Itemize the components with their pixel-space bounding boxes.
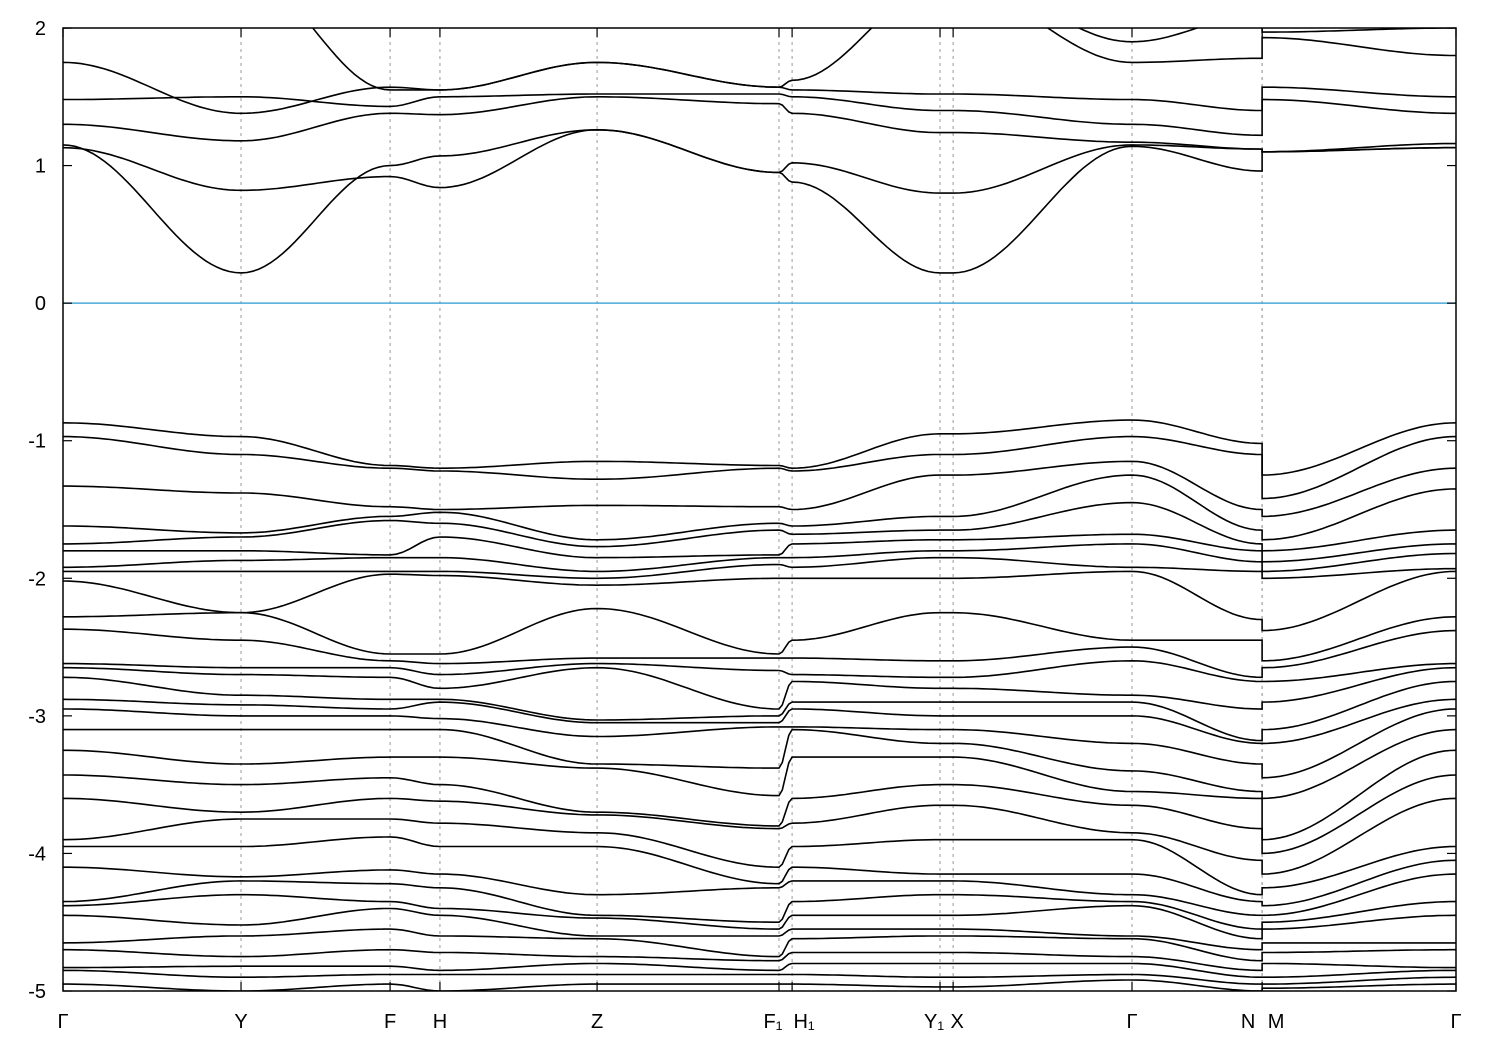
band-13 <box>63 543 1456 573</box>
band-30 <box>63 880 1456 930</box>
band-10 <box>63 474 1456 541</box>
band-25 <box>63 774 1456 855</box>
band-0 <box>1077 28 1456 43</box>
y-tick-label: -5 <box>28 981 46 1003</box>
kpoint-label: Γ <box>57 1011 68 1033</box>
band-17 <box>63 628 1456 679</box>
band-12 <box>63 533 1456 563</box>
band-2 <box>63 61 1456 115</box>
band-26 <box>63 797 1456 875</box>
band-27 <box>63 818 1456 896</box>
band-9 <box>63 460 1456 518</box>
band-11 <box>63 501 1456 552</box>
plot-frame <box>62 27 1457 992</box>
y-axis: -5 -4 -3 -2 -1 0 1 2 <box>28 18 1456 1003</box>
band-7 <box>63 419 1456 476</box>
band-35 <box>63 962 1456 978</box>
y-tick-label: 0 <box>35 293 46 315</box>
kpoint-label: Γ <box>1450 1011 1461 1033</box>
band-36 <box>63 969 1456 985</box>
kpoint-label: Z <box>591 1011 603 1033</box>
band-16 <box>63 607 1456 662</box>
y-tick-label: -2 <box>28 568 46 590</box>
kpoint-label: H₁ <box>793 1011 814 1033</box>
band-14 <box>63 556 1456 580</box>
kpoint-label: H <box>433 1011 447 1033</box>
y-tick-label: 1 <box>35 156 46 178</box>
band-22 <box>63 708 1456 779</box>
band-37 <box>63 979 1456 991</box>
kpoint-label: X <box>950 1011 963 1033</box>
band-1 <box>63 28 1456 91</box>
y-tick-label: 2 <box>35 18 46 40</box>
kpoint-label: Y <box>234 1011 247 1033</box>
band-31 <box>63 893 1456 940</box>
bands <box>63 28 1456 991</box>
band-20 <box>63 676 1456 742</box>
kpoint-label: F <box>384 1011 396 1033</box>
band-32 <box>63 907 1456 951</box>
band-29 <box>63 866 1456 917</box>
band-18 <box>63 659 1456 683</box>
band-5 <box>63 128 1456 194</box>
band-19 <box>63 666 1456 710</box>
band-6 <box>63 128 1456 274</box>
y-tick-label: -3 <box>28 706 46 728</box>
band-3 <box>63 93 1456 137</box>
y-tick-label: -4 <box>28 843 46 865</box>
kpoint-label: M <box>1268 1011 1285 1033</box>
band-8 <box>63 435 1456 500</box>
band-33 <box>63 928 1456 962</box>
kpoint-label: Γ <box>1126 1011 1137 1033</box>
band-28 <box>63 836 1456 907</box>
band-15 <box>63 570 1456 632</box>
kpoint-lines <box>240 28 1263 991</box>
band-34 <box>63 948 1456 972</box>
kpoint-label: F₁ <box>764 1011 783 1033</box>
y-tick-label: -1 <box>28 431 46 453</box>
band-4 <box>63 96 1456 153</box>
kpoint-label: N <box>1241 1011 1255 1033</box>
band-23 <box>63 728 1456 800</box>
band-24 <box>63 749 1456 841</box>
kpoint-label: Y₁ <box>924 1011 944 1033</box>
band-21 <box>63 698 1456 745</box>
x-axis: Γ Y F H Z F₁ H₁ Y₁ X Γ N M Γ <box>57 28 1462 1033</box>
